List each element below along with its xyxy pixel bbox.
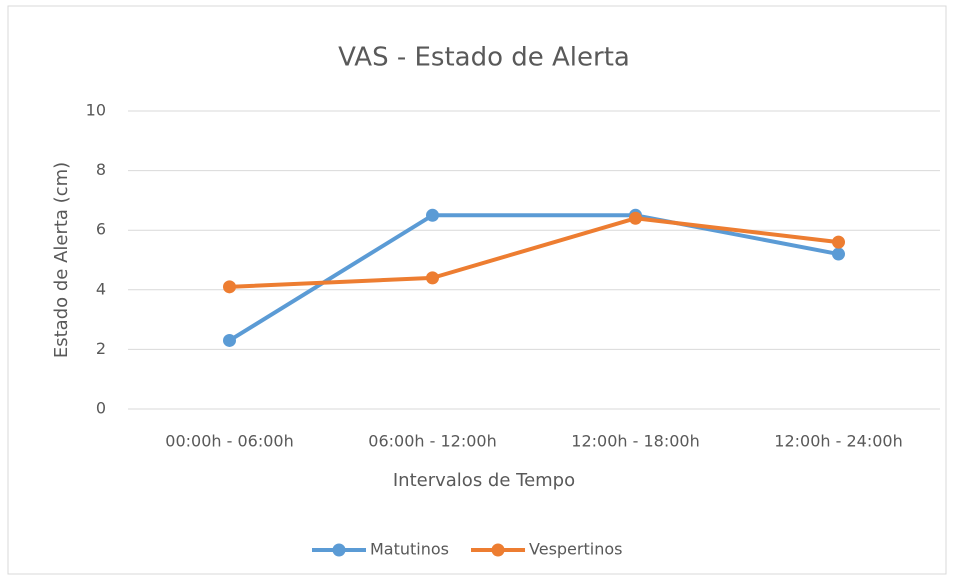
y-axis-title: Estado de Alerta (cm) — [51, 162, 72, 358]
x-axis-title: Intervalos de Tempo — [393, 470, 575, 491]
legend-marker — [332, 543, 346, 557]
data-point — [223, 280, 236, 294]
y-tick-label: 2 — [96, 339, 106, 358]
y-tick-label: 6 — [96, 220, 106, 239]
y-tick-label: 10 — [86, 101, 106, 120]
data-point — [832, 247, 845, 261]
y-tick-label: 4 — [96, 279, 106, 298]
data-point — [426, 208, 439, 222]
y-tick-label: 8 — [96, 160, 106, 179]
x-tick-label: 00:00h - 06:00h — [165, 432, 293, 451]
series-line — [228, 213, 839, 343]
chart-title: VAS - Estado de Alerta — [338, 43, 630, 73]
series-line — [229, 216, 839, 289]
legend-label: Matutinos — [370, 540, 449, 559]
data-point — [426, 271, 439, 285]
data-point — [832, 235, 845, 249]
legend-marker — [491, 543, 505, 557]
x-tick-label: 12:00h - 24:00h — [774, 432, 902, 451]
y-tick-label: 0 — [96, 399, 106, 418]
legend-label: Vespertinos — [529, 540, 622, 559]
x-tick-label: 12:00h - 18:00h — [571, 432, 699, 451]
x-tick-label: 06:00h - 12:00h — [368, 432, 496, 451]
data-point — [223, 333, 236, 347]
data-point — [629, 211, 642, 225]
